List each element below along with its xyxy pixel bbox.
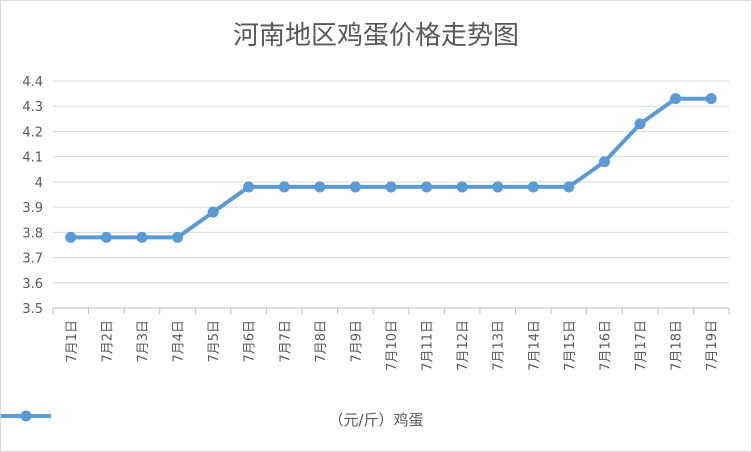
y-tick-label: 4.2: [22, 125, 43, 140]
x-tick-label: 7月3日: [136, 320, 151, 363]
x-tick-label: 7月15日: [563, 320, 578, 371]
y-tick-label: 4.1: [22, 151, 43, 166]
x-tick-label: 7月2日: [100, 320, 115, 363]
data-point: [65, 231, 77, 243]
chart-title: 河南地区鸡蛋价格走势图: [232, 21, 519, 51]
data-point: [100, 231, 112, 243]
data-point: [670, 93, 682, 105]
y-tick-label: 3.8: [22, 226, 43, 241]
x-tick-label: 7月13日: [492, 320, 507, 371]
data-point: [243, 181, 255, 193]
x-tick-label: 7月6日: [243, 320, 258, 363]
y-tick-label: 4.3: [22, 100, 43, 115]
x-axis: [52, 307, 730, 314]
x-tick-label: 7月9日: [349, 320, 364, 363]
y-tick-label: 3.6: [22, 277, 43, 292]
data-point: [492, 181, 504, 193]
data-point: [527, 181, 539, 193]
data-point: [705, 93, 717, 105]
data-point: [278, 181, 290, 193]
y-tick-label: 3.5: [22, 302, 43, 317]
x-tick-label: 7月10日: [385, 320, 400, 371]
x-tick-label: 7月16日: [598, 320, 613, 371]
x-tick-label: 7月12日: [456, 320, 471, 371]
y-tick-label: 3.7: [22, 252, 43, 267]
y-tick-label: 3.9: [22, 201, 43, 216]
x-tick-label: 7月8日: [314, 320, 329, 363]
data-point: [598, 156, 610, 168]
data-point: [385, 181, 397, 193]
data-point: [136, 231, 148, 243]
data-point: [456, 181, 468, 193]
x-tick-label: 7月5日: [207, 320, 222, 363]
x-tick-label: 7月19日: [705, 320, 720, 371]
legend-marker: [1, 410, 51, 422]
data-point: [349, 181, 361, 193]
data-point: [314, 181, 326, 193]
x-tick-label: 7月14日: [527, 320, 542, 371]
x-tick-label: 7月11日: [421, 320, 436, 371]
data-point: [563, 181, 575, 193]
y-tick-label: 4: [35, 176, 43, 191]
y-axis-ticks: 3.5 3.6 3.7 3.8 3.9 4 4.1 4.2 4.3 4.4: [22, 75, 43, 317]
data-point: [172, 231, 184, 243]
legend-label: （元/斤）鸡蛋: [328, 411, 424, 429]
grid-lines: [53, 80, 729, 309]
x-tick-label: 7月17日: [634, 320, 649, 371]
legend: （元/斤）鸡蛋: [1, 409, 751, 430]
x-axis-ticks: 7月1日 7月2日 7月3日 7月4日 7月5日 7月6日 7月7日 7月8日 7月9日 7月10…: [65, 320, 720, 371]
x-tick-label: 7月18日: [670, 320, 685, 371]
x-tick-label: 7月1日: [65, 320, 80, 363]
series-eggs: [65, 93, 717, 243]
x-tick-label: 7月7日: [278, 320, 293, 363]
data-point: [634, 118, 646, 130]
data-point: [421, 181, 433, 193]
x-tick-label: 7月4日: [172, 320, 187, 363]
y-tick-label: 4.4: [22, 75, 43, 90]
data-point: [207, 206, 219, 218]
series-line: [70, 96, 712, 240]
